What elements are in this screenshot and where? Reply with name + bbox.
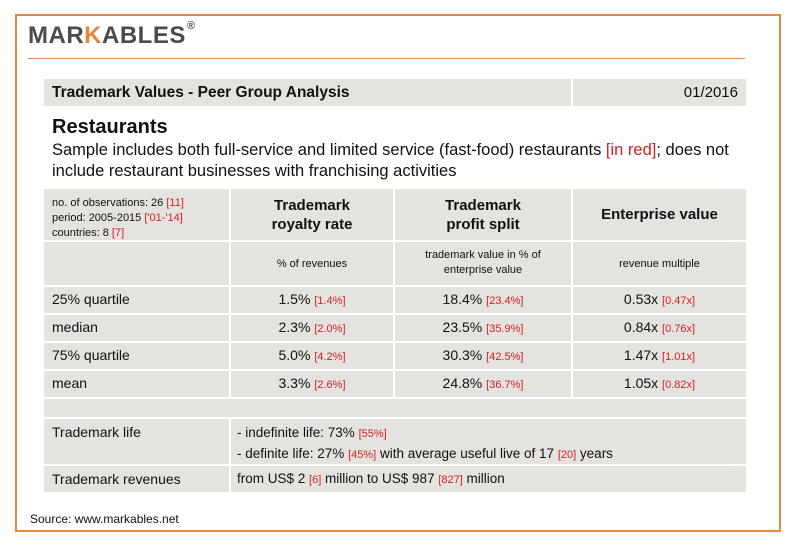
split-unit-cell — [395, 242, 571, 285]
ev-value: 0.84x [0.76x] — [623, 319, 696, 335]
royalty-unit-cell — [231, 242, 393, 285]
row-label: mean — [52, 375, 88, 391]
split-value: 24.8% [36.7%] — [442, 375, 524, 391]
table-cell — [231, 287, 393, 313]
date-cell — [573, 79, 746, 106]
table-cell — [231, 343, 393, 369]
royalty-value: 2.3% [2.0%] — [278, 319, 346, 335]
title-cell — [44, 79, 571, 106]
logo-divider — [28, 58, 745, 59]
sample-description: Sample includes both full-service and li… — [52, 141, 729, 180]
trademark-life-label: Trademark life — [52, 424, 141, 440]
enterprise-value-header: Enterprise value — [601, 206, 718, 223]
spacer-band — [44, 399, 746, 417]
unit-blank-cell — [44, 242, 229, 285]
royalty-rate-header: Trademark royalty rate — [271, 197, 353, 233]
royalty-value: 1.5% [1.4%] — [278, 291, 346, 307]
ev-unit: revenue multiple — [619, 258, 700, 270]
table-cell — [231, 371, 393, 397]
trademark-life-values: - indefinite life: 73% [55%] - definite … — [237, 425, 613, 461]
table-cell — [573, 371, 746, 397]
ev-value: 1.05x [0.82x] — [623, 375, 696, 391]
table-cell — [231, 315, 393, 341]
report-date: 01/2016 — [683, 84, 738, 101]
table-cell — [573, 315, 746, 341]
split-value: 23.5% [35.9%] — [442, 319, 524, 335]
ev-header-cell — [573, 189, 746, 240]
table-row — [44, 287, 229, 313]
table-cell — [573, 287, 746, 313]
split-header-cell — [395, 189, 571, 240]
table-row — [44, 315, 229, 341]
table-row — [44, 343, 229, 369]
revenues-value-cell — [231, 466, 746, 492]
ev-value: 1.47x [1.01x] — [623, 347, 696, 363]
split-value: 18.4% [23.4%] — [442, 291, 524, 307]
royalty-header-cell — [231, 189, 393, 240]
report-title: Trademark Values - Peer Group Analysis — [52, 84, 350, 101]
royalty-value: 3.3% [2.6%] — [278, 375, 346, 391]
meta-cell — [44, 189, 229, 240]
table-cell — [395, 315, 571, 341]
table-cell — [573, 343, 746, 369]
royalty-value: 5.0% [4.2%] — [278, 347, 346, 363]
table-row — [44, 371, 229, 397]
ev-unit-cell — [573, 242, 746, 285]
table-cell — [395, 343, 571, 369]
row-label: 75% quartile — [52, 347, 130, 363]
royalty-unit: % of revenues — [276, 258, 348, 270]
table-cell — [395, 287, 571, 313]
sample-meta: no. of observations: 26 [11] period: 200… — [52, 197, 184, 239]
profit-split-header: Trademark profit split — [445, 197, 521, 233]
markables-logo: MARKABLES® — [28, 20, 196, 49]
row-label: median — [52, 319, 98, 335]
trademark-revenues-label: Trademark revenues — [52, 471, 181, 487]
ev-value: 0.53x [0.47x] — [623, 291, 696, 307]
split-value: 30.3% [42.5%] — [442, 347, 524, 363]
life-label-cell — [44, 419, 229, 464]
life-value-cell — [231, 419, 746, 464]
source-note: Source: www.markables.net — [30, 512, 179, 526]
revenues-label-cell — [44, 466, 229, 492]
split-unit: trademark value in % of enterprise value — [425, 249, 541, 276]
table-cell — [395, 371, 571, 397]
trademark-revenues-value: from US$ 2 [6] million to US$ 987 [827] … — [237, 471, 505, 486]
row-label: 25% quartile — [52, 291, 130, 307]
sector-title: Restaurants — [52, 116, 168, 138]
